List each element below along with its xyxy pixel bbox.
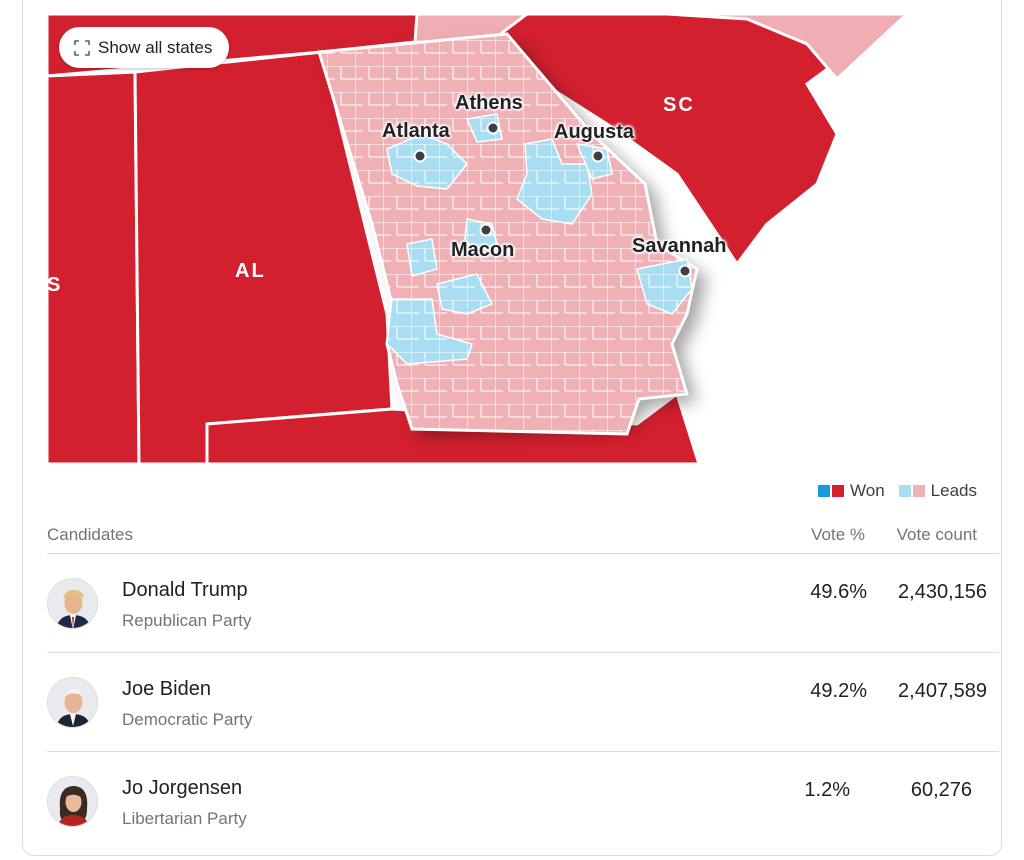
map-legend: Won Leads	[818, 481, 977, 501]
won-rep-swatch	[832, 485, 845, 497]
city-label-macon: Macon	[451, 239, 515, 261]
city-label-savannah: Savannah	[632, 235, 727, 257]
election-map[interactable]: SC AL S Athens Atlanta Augusta Macon Sav…	[47, 14, 999, 464]
state-label-sc: SC	[663, 94, 695, 116]
show-all-states-label: Show all states	[98, 37, 213, 57]
vote-count: 60,276	[910, 779, 972, 801]
candidate-row-biden[interactable]: Joe Biden Democratic Party 49.2% 2,407,5…	[47, 653, 999, 752]
candidate-row-jorgensen[interactable]: Jo Jorgensen Libertarian Party 1.2% 60,2…	[47, 752, 999, 851]
city-label-atlanta: Atlanta	[382, 120, 450, 142]
vote-pct: 1.2%	[804, 779, 850, 801]
won-swatches	[818, 485, 845, 497]
city-label-athens: Athens	[455, 92, 523, 114]
candidate-party: Democratic Party	[122, 710, 253, 729]
vote-count: 2,407,589	[898, 680, 987, 702]
expand-arrows-icon	[74, 39, 90, 56]
header-candidates: Candidates	[47, 525, 134, 544]
jorgensen-avatar	[47, 776, 98, 827]
state-ms	[47, 70, 141, 464]
candidate-name[interactable]: Jo Jorgensen	[122, 777, 243, 799]
state-nc-leads	[666, 14, 910, 82]
header-vote-pct: Vote %	[811, 525, 865, 544]
won-dem-swatch	[818, 485, 831, 497]
vote-pct: 49.6%	[810, 581, 867, 603]
trump-avatar	[47, 578, 98, 629]
city-label-augusta: Augusta	[554, 121, 634, 143]
header-vote-count: Vote count	[896, 525, 977, 544]
vote-pct: 49.2%	[810, 680, 867, 702]
legend-won-label: Won	[850, 481, 885, 500]
candidate-row-trump[interactable]: Donald Trump Republican Party 49.6% 2,43…	[47, 554, 999, 653]
candidate-party: Republican Party	[122, 611, 252, 630]
state-label-ms: S	[47, 274, 63, 296]
state-label-al: AL	[235, 260, 266, 282]
results-table-header: Candidates Vote % Vote count	[47, 523, 999, 554]
map-canvas	[47, 14, 910, 464]
leads-swatches	[898, 485, 925, 497]
candidate-name[interactable]: Joe Biden	[122, 678, 211, 700]
show-all-states-button[interactable]: Show all states	[59, 27, 230, 68]
biden-avatar	[47, 677, 98, 728]
legend-leads-label: Leads	[930, 481, 977, 500]
candidate-name[interactable]: Donald Trump	[122, 579, 248, 601]
leads-rep-swatch	[912, 485, 925, 497]
city-markers	[413, 121, 692, 278]
vote-count: 2,430,156	[898, 581, 987, 603]
leads-dem-swatch	[898, 485, 911, 497]
candidate-party: Libertarian Party	[122, 809, 247, 828]
